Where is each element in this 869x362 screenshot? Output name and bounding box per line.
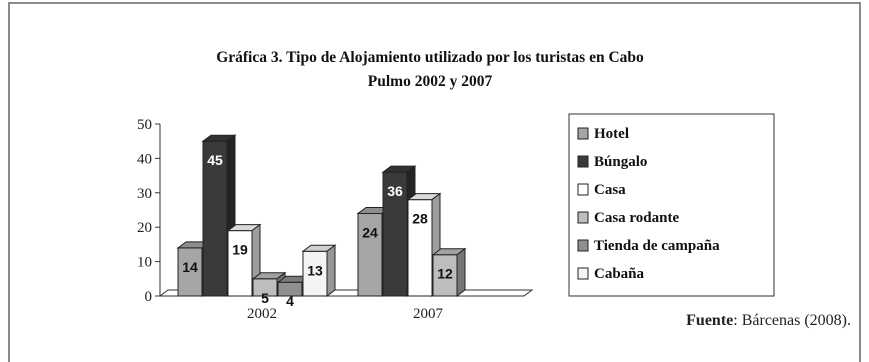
bar-data-label: 5	[261, 290, 269, 306]
bar-casa-rodante-2007: 12	[431, 247, 467, 297]
chart-title-line-1: Gráfica 3. Tipo de Alojamiento utilizado…	[216, 49, 644, 66]
bar-side	[326, 244, 336, 297]
bar-data-label: 28	[412, 211, 428, 227]
legend-swatch-cabaña	[577, 267, 589, 280]
legend-label-casa-rodante: Casa rodante	[594, 210, 679, 226]
x-tick-label-2007: 2007	[413, 306, 444, 322]
legend-swatch-casa-rodante	[577, 211, 589, 224]
legend-swatch-tienda-de-campaña	[577, 239, 589, 252]
y-tick-label: 20	[137, 220, 152, 236]
bar-front	[432, 254, 458, 297]
bar-side	[456, 247, 466, 297]
legend-label-casa: Casa	[594, 182, 626, 198]
y-tick-label: 30	[137, 186, 152, 202]
bar-data-label: 24	[362, 224, 378, 240]
bar-data-label: 45	[207, 152, 223, 168]
bar-data-label: 12	[437, 266, 453, 282]
plot-area: 0 10 20 30 40 50 14 45 19 5 4 13 2002 24 36 28 12 2007	[137, 117, 534, 322]
legend-label-hotel: Hotel	[594, 126, 629, 142]
legend-swatch-hotel	[577, 127, 589, 140]
bar-casa-2007: 28	[406, 192, 442, 297]
bar-front	[302, 250, 328, 297]
bar-casa-2002: 19	[226, 223, 262, 297]
legend-label-cabaña: Cabaña	[594, 266, 645, 282]
legend-swatch-búngalo	[577, 155, 589, 168]
bar-data-label: 4	[286, 293, 294, 309]
bar-front	[202, 140, 228, 297]
figure-frame	[8, 2, 861, 362]
legend: Hotel Búngalo Casa Casa rodante Tienda de ca…	[568, 113, 775, 297]
source-text: : Bárcenas (2008).	[733, 312, 851, 329]
source-note: Fuente: Bárcenas (2008).	[686, 312, 851, 330]
bar-búngalo-2002: 45	[201, 134, 237, 297]
bar-cabaña-2002: 13	[301, 244, 337, 297]
bar-front	[382, 171, 408, 297]
x-tick-label-2002: 2002	[247, 306, 277, 322]
bar-chart: Gráfica 3. Tipo de Alojamiento utilizado…	[137, 49, 775, 322]
chart-title-line-2: Pulmo 2002 y 2007	[368, 73, 493, 90]
bar-data-label: 36	[387, 183, 403, 199]
bar-front	[177, 247, 203, 297]
legend-label-búngalo: Búngalo	[594, 154, 647, 170]
y-tick-label: 40	[137, 151, 152, 167]
bar-data-label: 13	[307, 262, 323, 278]
y-tick-label: 50	[137, 117, 152, 133]
bar-data-label: 14	[182, 259, 198, 275]
legend-box	[568, 113, 775, 297]
y-tick-label: 10	[137, 255, 152, 271]
y-tick-label: 0	[145, 289, 153, 305]
legend-label-tienda-de-campaña: Tienda de campaña	[594, 238, 720, 254]
legend-swatch-casa	[577, 183, 589, 196]
source-label: Fuente	[686, 312, 734, 329]
bar-front	[227, 230, 253, 297]
bar-front	[357, 212, 383, 297]
bar-data-label: 19	[232, 242, 248, 258]
